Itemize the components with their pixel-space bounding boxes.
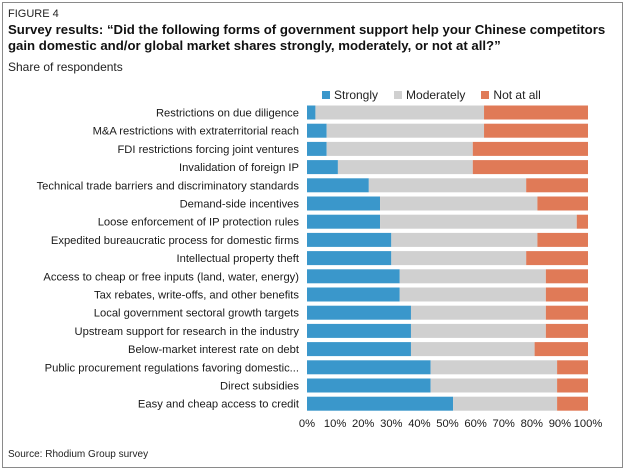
figure-label: FIGURE 4 bbox=[8, 8, 59, 20]
category-label: Upstream support for research in the ind… bbox=[75, 326, 300, 338]
bar-segment-strongly bbox=[307, 269, 400, 284]
x-tick-label: 50% bbox=[436, 418, 458, 430]
x-tick-label: 10% bbox=[324, 418, 346, 430]
category-label: FDI restrictions forcing joint ventures bbox=[117, 144, 299, 156]
bar-segment-not-at-all bbox=[545, 305, 588, 320]
bar-segment-moderately bbox=[410, 342, 535, 357]
bar-segment-moderately bbox=[399, 269, 546, 284]
category-label: Below-market interest rate on debt bbox=[128, 344, 300, 356]
bar-segment-not-at-all bbox=[557, 396, 588, 411]
category-label: Invalidation of foreign IP bbox=[179, 162, 299, 174]
category-label: Public procurement regulations favoring … bbox=[45, 362, 299, 374]
bar-segment-not-at-all bbox=[472, 141, 588, 156]
bar-segment-not-at-all bbox=[557, 378, 588, 393]
category-label: Intellectual property theft bbox=[176, 253, 299, 265]
bar-segment-moderately bbox=[391, 232, 538, 247]
bar-segment-moderately bbox=[326, 123, 485, 138]
bar-segment-moderately bbox=[410, 323, 546, 338]
category-label: Loose enforcement of IP protection rules bbox=[98, 217, 300, 229]
bar-segment-strongly bbox=[307, 232, 392, 247]
bar-segment-not-at-all bbox=[526, 178, 588, 193]
bar-segment-moderately bbox=[368, 178, 527, 193]
bar-segment-moderately bbox=[337, 160, 473, 175]
x-tick-label: 20% bbox=[352, 418, 374, 430]
legend-swatch-strongly bbox=[322, 91, 330, 99]
bar-segment-strongly bbox=[307, 360, 431, 375]
bar-segment-not-at-all bbox=[537, 196, 588, 211]
bar-segment-moderately bbox=[453, 396, 558, 411]
bar-segment-strongly bbox=[307, 160, 338, 175]
bar-segment-strongly bbox=[307, 123, 327, 138]
bar-segment-moderately bbox=[315, 105, 485, 120]
legend-swatch-not-at-all bbox=[481, 91, 490, 99]
bar-segment-moderately bbox=[430, 378, 558, 393]
x-tick-label: 100% bbox=[574, 418, 603, 430]
category-label: Technical trade barriers and discriminat… bbox=[37, 180, 300, 192]
bar-segment-not-at-all bbox=[545, 323, 588, 338]
source-note: Source: Rhodium Group survey bbox=[8, 449, 149, 460]
bar-segment-moderately bbox=[399, 287, 546, 302]
x-tick-label: 30% bbox=[380, 418, 402, 430]
bar-segment-not-at-all bbox=[557, 360, 588, 375]
bar-segment-strongly bbox=[307, 214, 381, 229]
category-label: Local government sectoral growth targets bbox=[94, 308, 300, 320]
bar-segment-not-at-all bbox=[526, 251, 588, 266]
chart-title: Survey results: “Did the following forms… bbox=[8, 22, 606, 53]
bar-segment-strongly bbox=[307, 396, 454, 411]
bar-segment-moderately bbox=[326, 141, 473, 156]
bar-segment-not-at-all bbox=[545, 269, 588, 284]
bar-segment-not-at-all bbox=[545, 287, 588, 302]
bar-segment-moderately bbox=[380, 196, 538, 211]
x-tick-label: 40% bbox=[408, 418, 430, 430]
bar-segment-strongly bbox=[307, 141, 327, 156]
legend-label-not-at-all: Not at all bbox=[493, 88, 541, 102]
category-label: Access to cheap or free inputs (land, wa… bbox=[43, 271, 299, 283]
chart-subtitle: Share of respondents bbox=[8, 60, 123, 74]
category-label: Demand-side incentives bbox=[180, 199, 300, 211]
bar-segment-strongly bbox=[307, 287, 400, 302]
category-label: M&A restrictions with extraterritorial r… bbox=[93, 126, 299, 138]
x-tick-label: 60% bbox=[464, 418, 486, 430]
legend-item-strongly: Strongly bbox=[322, 88, 378, 102]
bar-segment-strongly bbox=[307, 105, 316, 120]
bar-segment-not-at-all bbox=[576, 214, 588, 229]
bar-segment-strongly bbox=[307, 323, 411, 338]
bar-segment-not-at-all bbox=[534, 342, 588, 357]
legend-label-strongly: Strongly bbox=[334, 88, 379, 102]
category-label: Restrictions on due diligence bbox=[156, 108, 299, 120]
bar-segment-not-at-all bbox=[537, 232, 588, 247]
legend-swatch-moderately bbox=[394, 91, 403, 99]
x-tick-label: 90% bbox=[549, 418, 571, 430]
legend-item-moderately: Moderately bbox=[394, 88, 465, 102]
bar-segment-strongly bbox=[307, 178, 369, 193]
bar-segment-not-at-all bbox=[484, 105, 588, 120]
x-tick-label: 80% bbox=[521, 418, 543, 430]
bar-segment-moderately bbox=[410, 305, 546, 320]
legend-label-moderately: Moderately bbox=[406, 88, 466, 102]
bar-segment-not-at-all bbox=[472, 160, 588, 175]
category-label: Direct subsidies bbox=[220, 381, 299, 393]
category-label: Tax rebates, write-offs, and other benef… bbox=[94, 290, 299, 302]
category-label: Easy and cheap access to credit bbox=[138, 399, 300, 411]
x-tick-label: 70% bbox=[492, 418, 514, 430]
bar-segment-strongly bbox=[307, 196, 381, 211]
x-tick-label: 0% bbox=[299, 418, 315, 430]
bar-segment-moderately bbox=[391, 251, 527, 266]
category-label: Expedited bureaucratic process for domes… bbox=[51, 235, 299, 247]
chart-legend: Strongly Moderately Not at all bbox=[322, 88, 541, 102]
bar-segment-strongly bbox=[307, 305, 411, 320]
bar-segment-moderately bbox=[380, 214, 577, 229]
bar-segment-strongly bbox=[307, 251, 392, 266]
bar-segment-strongly bbox=[307, 378, 431, 393]
legend-item-not-at-all: Not at all bbox=[481, 88, 541, 102]
bar-segment-strongly bbox=[307, 342, 411, 357]
bar-segment-not-at-all bbox=[484, 123, 588, 138]
bar-segment-moderately bbox=[430, 360, 558, 375]
